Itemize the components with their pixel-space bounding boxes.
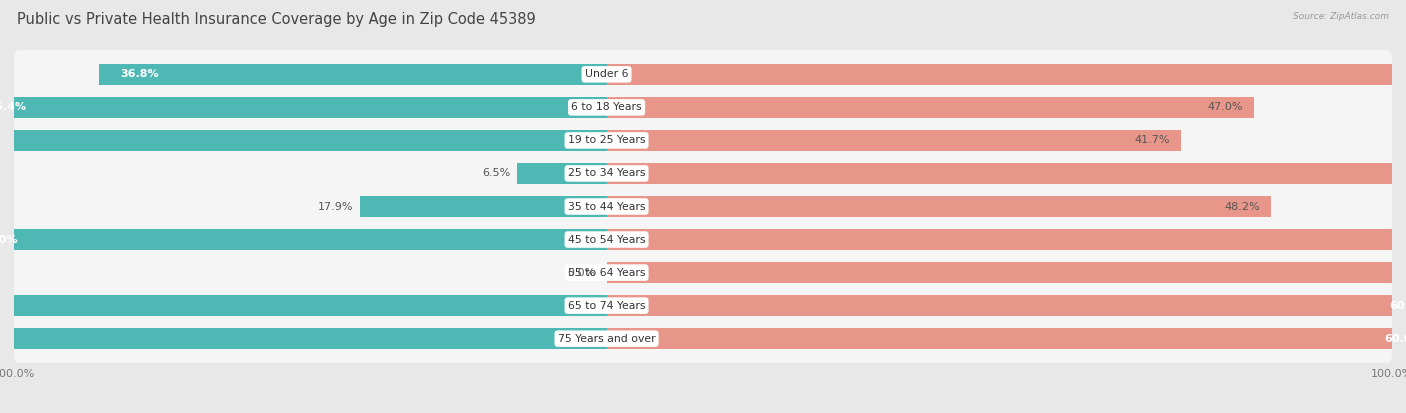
FancyBboxPatch shape <box>14 50 1392 98</box>
Text: 35 to 44 Years: 35 to 44 Years <box>568 202 645 211</box>
Bar <box>606 97 1254 118</box>
Bar <box>606 64 1406 85</box>
Bar <box>100 64 606 85</box>
FancyBboxPatch shape <box>14 183 1392 230</box>
Text: 55 to 64 Years: 55 to 64 Years <box>568 268 645 278</box>
Text: Under 6: Under 6 <box>585 69 628 79</box>
Bar <box>0 229 606 250</box>
Text: 46.4%: 46.4% <box>0 102 27 112</box>
Text: 0.0%: 0.0% <box>567 268 596 278</box>
Text: 60.4%: 60.4% <box>1389 301 1406 311</box>
Text: 65 to 74 Years: 65 to 74 Years <box>568 301 645 311</box>
Bar <box>606 262 1406 283</box>
Text: 19 to 25 Years: 19 to 25 Years <box>568 135 645 145</box>
Text: 60.0%: 60.0% <box>1384 334 1406 344</box>
FancyBboxPatch shape <box>14 116 1392 164</box>
Text: 36.8%: 36.8% <box>120 69 159 79</box>
Text: 41.7%: 41.7% <box>1135 135 1170 145</box>
Bar <box>606 295 1406 316</box>
Text: 48.2%: 48.2% <box>1225 202 1260 211</box>
Text: 47.0%: 47.0% <box>0 235 18 244</box>
Text: 17.9%: 17.9% <box>318 202 353 211</box>
Bar <box>0 97 606 118</box>
Bar <box>606 130 1181 151</box>
Bar <box>606 328 1406 349</box>
Bar <box>360 196 606 217</box>
FancyBboxPatch shape <box>14 249 1392 297</box>
Bar <box>606 229 1406 250</box>
Text: 6 to 18 Years: 6 to 18 Years <box>571 102 643 112</box>
FancyBboxPatch shape <box>14 216 1392 263</box>
Text: 25 to 34 Years: 25 to 34 Years <box>568 169 645 178</box>
FancyBboxPatch shape <box>14 282 1392 330</box>
Bar <box>0 328 606 349</box>
Bar <box>0 295 606 316</box>
FancyBboxPatch shape <box>14 150 1392 197</box>
Text: 75 Years and over: 75 Years and over <box>558 334 655 344</box>
Text: Source: ZipAtlas.com: Source: ZipAtlas.com <box>1294 12 1389 21</box>
Bar <box>517 163 606 184</box>
Text: 47.0%: 47.0% <box>1208 102 1243 112</box>
Bar <box>606 196 1271 217</box>
FancyBboxPatch shape <box>14 315 1392 363</box>
Text: 45 to 54 Years: 45 to 54 Years <box>568 235 645 244</box>
Bar <box>606 163 1406 184</box>
Text: Public vs Private Health Insurance Coverage by Age in Zip Code 45389: Public vs Private Health Insurance Cover… <box>17 12 536 27</box>
Text: 6.5%: 6.5% <box>482 169 510 178</box>
Bar <box>0 130 606 151</box>
FancyBboxPatch shape <box>14 83 1392 131</box>
